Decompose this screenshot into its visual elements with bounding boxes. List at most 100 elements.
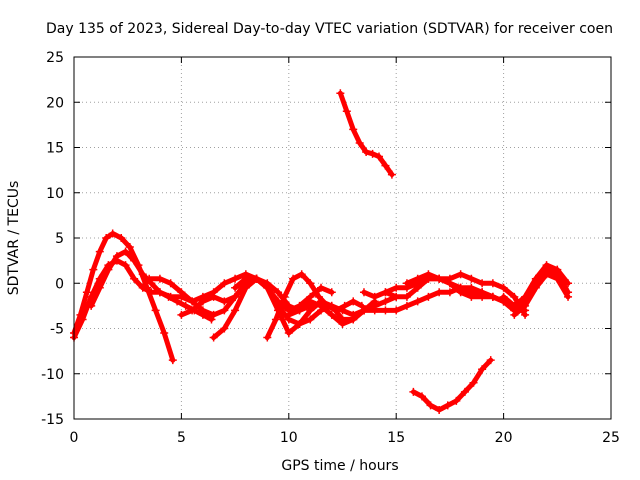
data-point xyxy=(510,310,519,319)
data-point xyxy=(151,306,160,315)
data-point xyxy=(486,356,495,365)
data-point xyxy=(104,265,113,274)
data-point xyxy=(338,319,347,328)
data-point xyxy=(209,292,218,301)
x-tick-label: 0 xyxy=(70,430,79,446)
series-arc-p xyxy=(499,261,573,310)
y-tick-label: 25 xyxy=(46,50,64,66)
data-point xyxy=(198,306,207,315)
data-point xyxy=(443,401,452,410)
data-point xyxy=(355,138,364,147)
data-point xyxy=(435,288,444,297)
data-point xyxy=(274,288,283,297)
data-point xyxy=(340,301,349,310)
grid xyxy=(74,57,611,419)
data-point xyxy=(284,310,293,319)
data-point xyxy=(435,274,444,283)
data-point xyxy=(89,265,98,274)
data-point xyxy=(392,283,401,292)
data-point xyxy=(121,261,130,270)
data-point xyxy=(160,329,169,338)
axis-ticks: 0 5 10 15 20 25 -15 -10 -5 0 5 10 15 20 25 xyxy=(41,50,620,446)
data-point xyxy=(177,288,186,297)
data-point xyxy=(349,297,358,306)
data-point xyxy=(130,256,139,265)
data-point xyxy=(564,279,573,288)
data-point xyxy=(209,333,218,342)
data-point xyxy=(125,243,134,252)
data-point xyxy=(295,319,304,328)
data-point xyxy=(336,89,345,98)
y-tick-label: -5 xyxy=(50,322,64,338)
data-point xyxy=(78,315,87,324)
chart-title: Day 135 of 2023, Sidereal Day-to-day VTE… xyxy=(46,21,613,37)
data-point xyxy=(289,274,298,283)
data-point xyxy=(241,283,250,292)
data-point xyxy=(531,283,540,292)
data-point xyxy=(478,279,487,288)
x-axis-label: GPS time / hours xyxy=(281,458,398,474)
data-point xyxy=(181,301,190,310)
data-point xyxy=(117,234,126,242)
data-point xyxy=(456,270,465,279)
data-point xyxy=(387,170,396,179)
data-point xyxy=(188,297,197,306)
data-series xyxy=(70,89,573,414)
series-line xyxy=(511,271,571,318)
data-point xyxy=(488,279,497,288)
y-tick-label: -15 xyxy=(41,412,64,428)
y-tick-label: -10 xyxy=(41,367,64,383)
data-point xyxy=(147,288,156,297)
data-point xyxy=(263,333,272,342)
data-point xyxy=(456,283,465,292)
data-point xyxy=(306,306,315,315)
data-point xyxy=(409,387,418,396)
data-point xyxy=(177,310,186,319)
data-point xyxy=(327,310,336,319)
data-point xyxy=(402,301,411,310)
series-line xyxy=(211,276,378,341)
data-point xyxy=(168,356,177,365)
series-line xyxy=(71,231,176,363)
data-point xyxy=(87,301,96,310)
data-point xyxy=(381,161,390,170)
data-point xyxy=(445,288,454,297)
data-point xyxy=(198,297,207,306)
series-arc-m xyxy=(381,270,530,319)
data-point xyxy=(130,274,139,283)
data-point xyxy=(297,270,306,279)
series-line xyxy=(410,357,494,413)
x-tick-label: 5 xyxy=(177,430,186,446)
data-point xyxy=(95,283,104,292)
data-point xyxy=(381,297,390,306)
data-point xyxy=(231,274,240,283)
x-tick-label: 25 xyxy=(602,430,620,446)
y-tick-label: 20 xyxy=(46,95,64,111)
data-point xyxy=(413,297,422,306)
y-axis-label: SDTVAR / TECUs xyxy=(6,181,22,296)
x-tick-label: 15 xyxy=(387,430,405,446)
series-arc-o xyxy=(409,356,495,414)
data-point xyxy=(306,297,315,306)
data-point xyxy=(207,315,216,324)
data-point xyxy=(375,152,384,161)
data-point xyxy=(521,301,530,310)
data-point xyxy=(445,279,454,288)
data-point xyxy=(478,288,487,297)
data-point xyxy=(155,274,164,283)
data-point xyxy=(108,229,117,238)
data-point xyxy=(188,306,197,315)
data-point xyxy=(231,292,240,301)
data-point xyxy=(166,279,175,288)
data-point xyxy=(542,261,551,270)
data-point xyxy=(362,148,371,157)
data-point xyxy=(271,315,280,324)
data-point xyxy=(381,306,390,315)
data-point xyxy=(424,292,433,301)
series-line xyxy=(404,267,571,313)
data-point xyxy=(542,270,551,279)
data-point xyxy=(306,315,315,324)
data-point xyxy=(499,292,508,301)
plot-frame xyxy=(73,56,612,420)
